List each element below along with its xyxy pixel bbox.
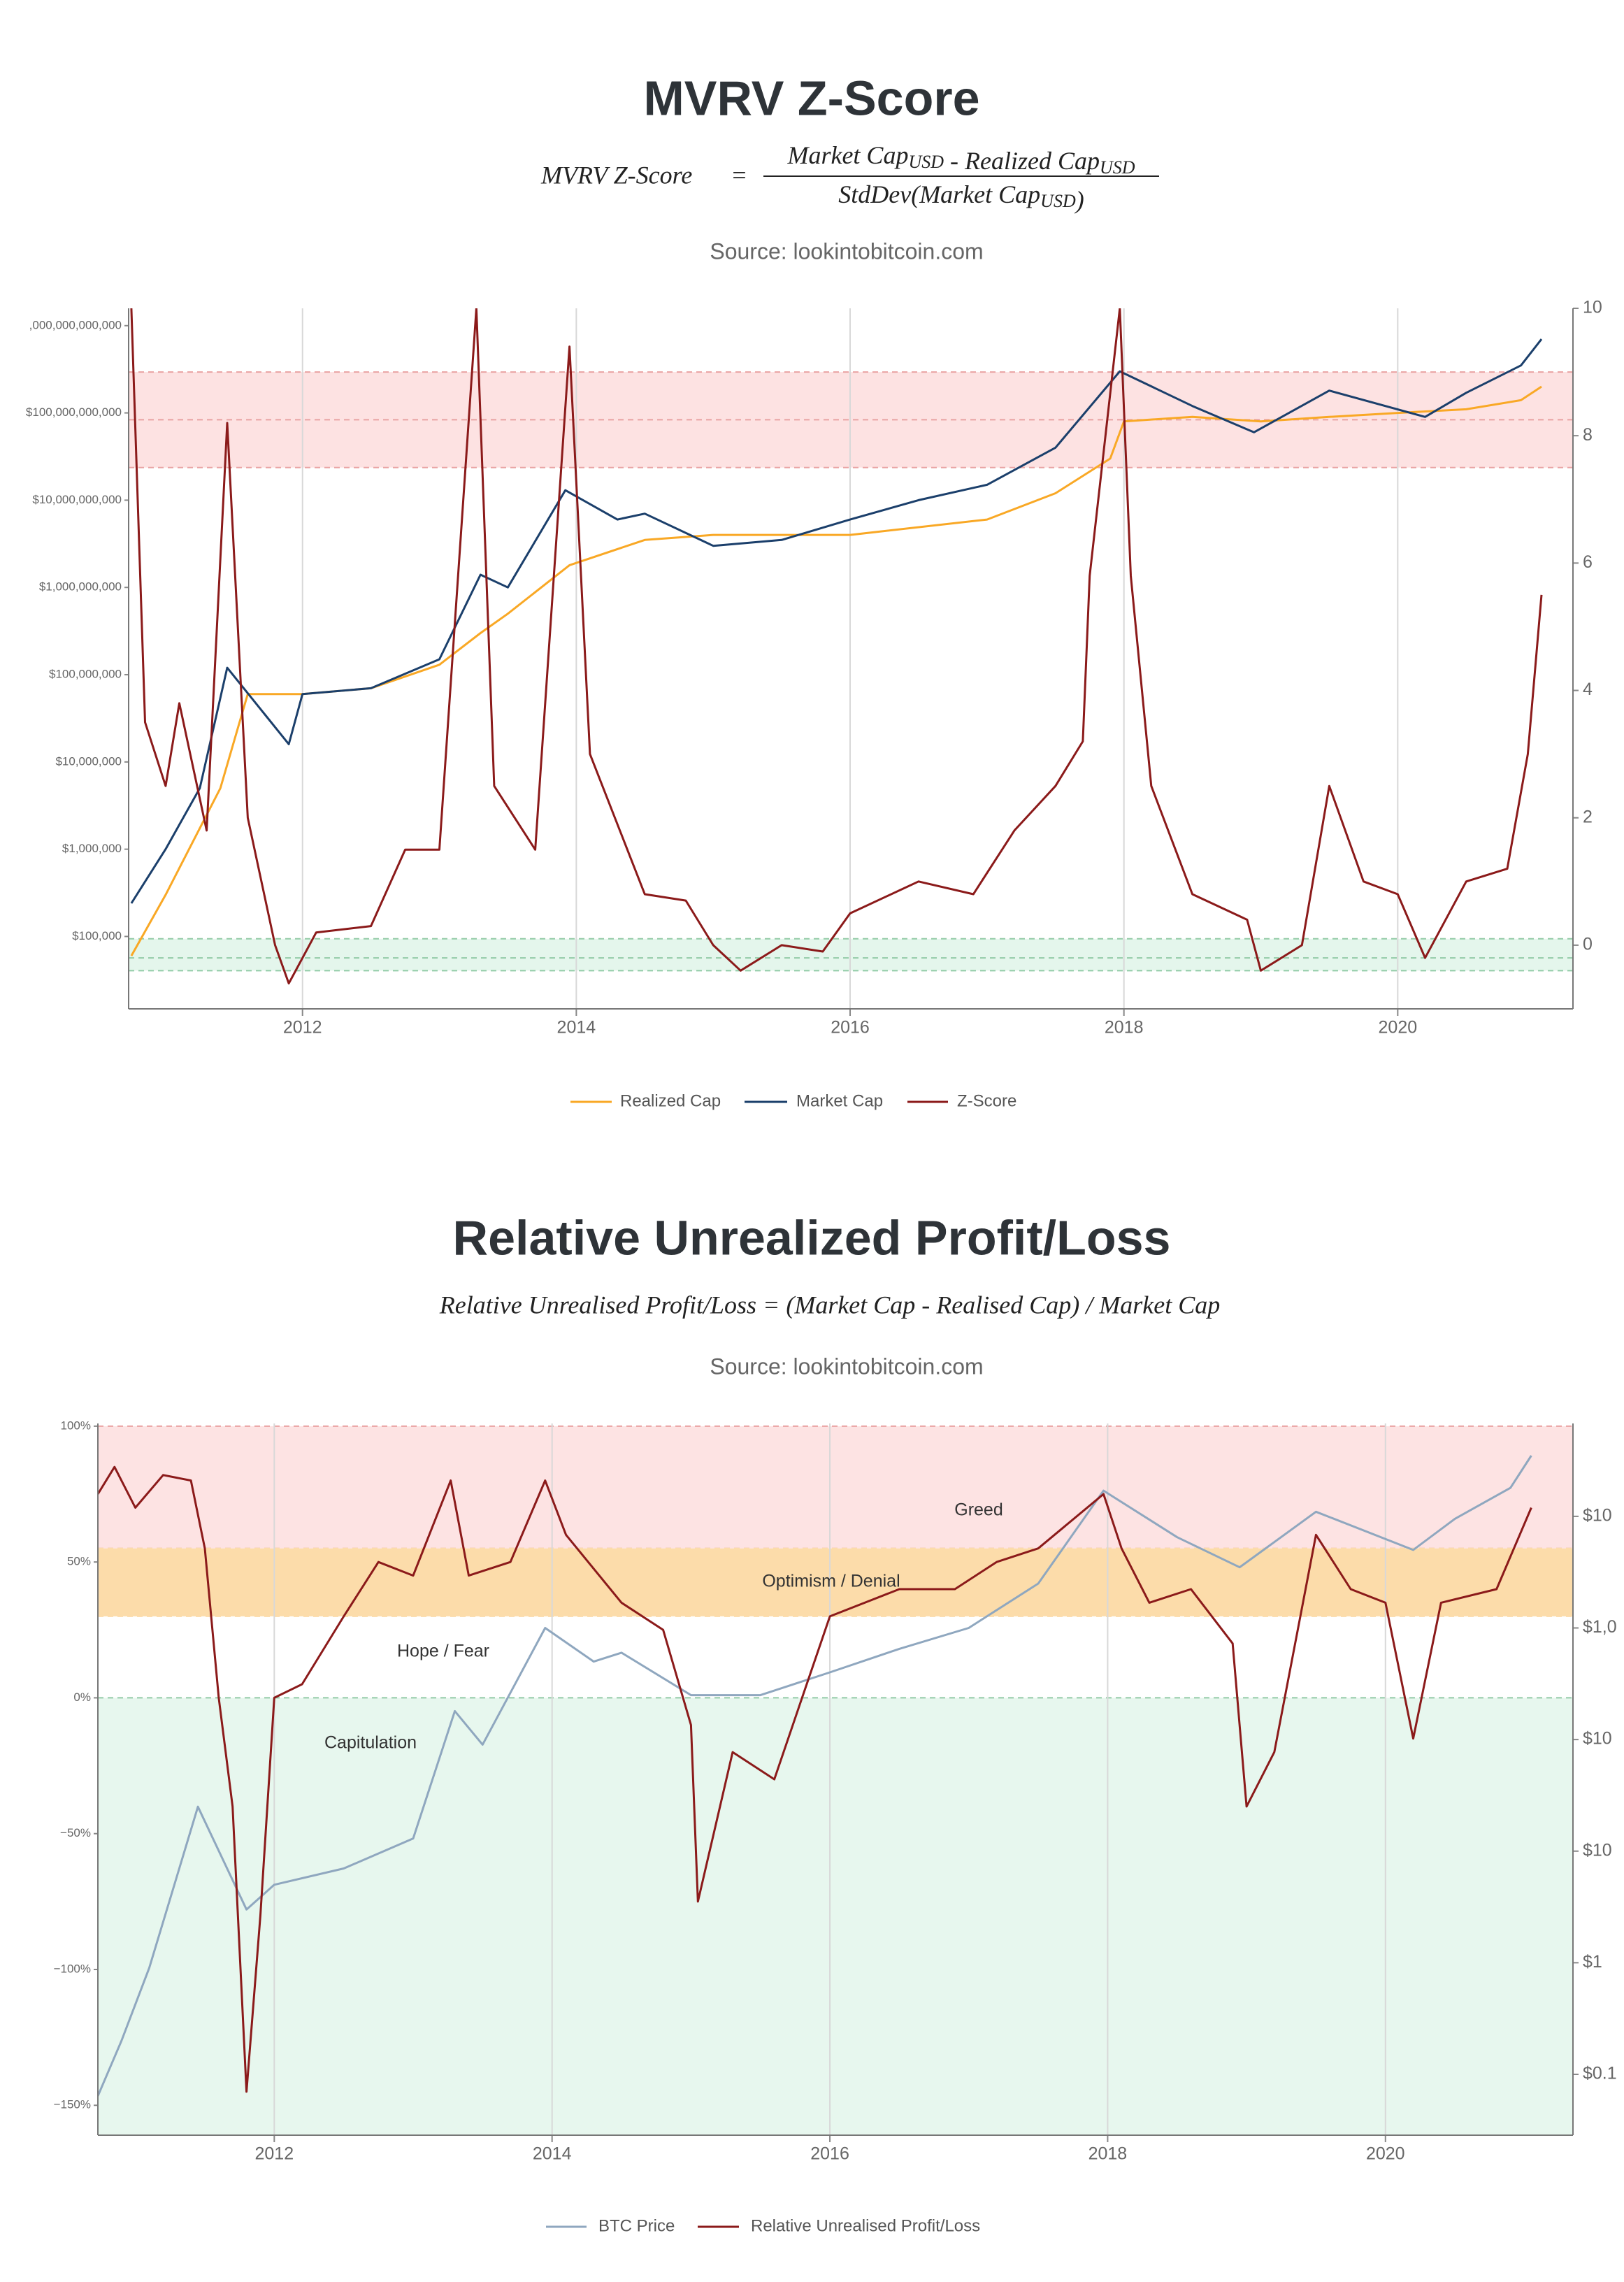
formula-text: Market Cap (786, 141, 908, 169)
chart-title: Relative Unrealized Profit/Loss (453, 1210, 1171, 1265)
legend-label: BTC Price (598, 2216, 675, 2235)
y2-tick-label: $10 (1583, 1840, 1612, 1860)
y-tick-label: 0% (73, 1691, 91, 1704)
formula-sub: USD (1040, 191, 1076, 211)
y2-tick-label: 2 (1583, 807, 1593, 826)
y2-tick-label: $10 (1583, 1505, 1612, 1525)
x-tick-label: 2016 (810, 2144, 849, 2164)
y2-tick-label: $1 (1583, 1952, 1602, 1972)
y-tick-label: −150% (54, 2098, 91, 2111)
y-tick-label: $100,000,000,000 (26, 406, 122, 419)
y-tick-label: $100,000 (72, 929, 122, 942)
x-tick-label: 2020 (1379, 1018, 1418, 1038)
zone-band (98, 1426, 1573, 1549)
chart-title: MVRV Z-Score (643, 71, 979, 125)
y-tick-label: ,000,000,000,000 (29, 318, 122, 331)
y2-tick-label: 0 (1583, 935, 1593, 954)
x-tick-label: 2014 (533, 2144, 572, 2164)
y2-tick-label: 10 (1583, 298, 1602, 317)
x-tick-label: 2018 (1105, 1018, 1144, 1038)
source: Source: lookintobitcoin.com (710, 1354, 983, 1379)
zone-band (98, 1548, 1573, 1616)
y-tick-label: 100% (61, 1419, 91, 1432)
y2-tick-label: 6 (1583, 552, 1593, 572)
legend-label: Z-Score (957, 1091, 1016, 1110)
formula-sub: USD (1100, 157, 1135, 178)
legend-label: Relative Unrealised Profit/Loss (751, 2216, 980, 2235)
legend-label: Market Cap (796, 1091, 883, 1110)
formula-text: - Realized Cap (944, 147, 1100, 175)
zone-label: Greed (954, 1500, 1003, 1520)
formula-equals: = (731, 161, 747, 189)
zone-label: Capitulation (324, 1733, 417, 1753)
y2-tick-label: $0.1 (1583, 2064, 1617, 2083)
formula-text: ) (1075, 186, 1084, 214)
y-tick-label: $1,000,000,000 (39, 580, 122, 594)
plot-lines (130, 308, 1543, 985)
zone-label: Optimism / Denial (762, 1572, 900, 1591)
x-tick-label: 2012 (255, 2144, 294, 2164)
series-line (130, 338, 1543, 904)
series-line (130, 308, 1543, 985)
formula-numerator: Market CapUSD - Realized CapUSD (786, 141, 1135, 178)
y-tick-label: $10,000,000 (55, 754, 122, 768)
y2-tick-label: $10 (1583, 1729, 1612, 1749)
formula-lhs: MVRV Z-Score (540, 161, 692, 189)
y-tick-label: $100,000,000 (49, 668, 122, 681)
legend-label: Realized Cap (620, 1091, 721, 1110)
x-tick-label: 2014 (557, 1018, 596, 1038)
y2-tick-label: 8 (1583, 425, 1593, 445)
formula-text: StdDev(Market Cap (838, 180, 1040, 208)
zone-label: Hope / Fear (397, 1642, 489, 1661)
plot-lines (98, 1455, 1532, 2097)
formula-sub: USD (908, 152, 944, 172)
zone-band (98, 1698, 1573, 2135)
y-tick-label: 50% (67, 1555, 91, 1568)
y-tick-label: $1,000,000 (62, 842, 122, 855)
x-tick-label: 2016 (831, 1018, 870, 1038)
y-tick-label: $10,000,000,000 (32, 493, 122, 506)
formula-denominator: StdDev(Market CapUSD) (838, 180, 1084, 214)
x-tick-label: 2020 (1366, 2144, 1405, 2164)
x-tick-label: 2012 (283, 1018, 322, 1038)
y-tick-label: −100% (54, 1962, 91, 1975)
y2-tick-label: 4 (1583, 680, 1593, 699)
series-line (130, 385, 1542, 956)
formula: Relative Unrealised Profit/Loss = (Marke… (439, 1291, 1220, 1319)
source: Source: lookintobitcoin.com (710, 238, 983, 264)
series-line (98, 1465, 1532, 2093)
y-tick-label: −50% (60, 1826, 91, 1839)
series-line (98, 1455, 1532, 2097)
y2-tick-label: $1,0 (1583, 1617, 1617, 1637)
x-tick-label: 2018 (1088, 2144, 1128, 2164)
